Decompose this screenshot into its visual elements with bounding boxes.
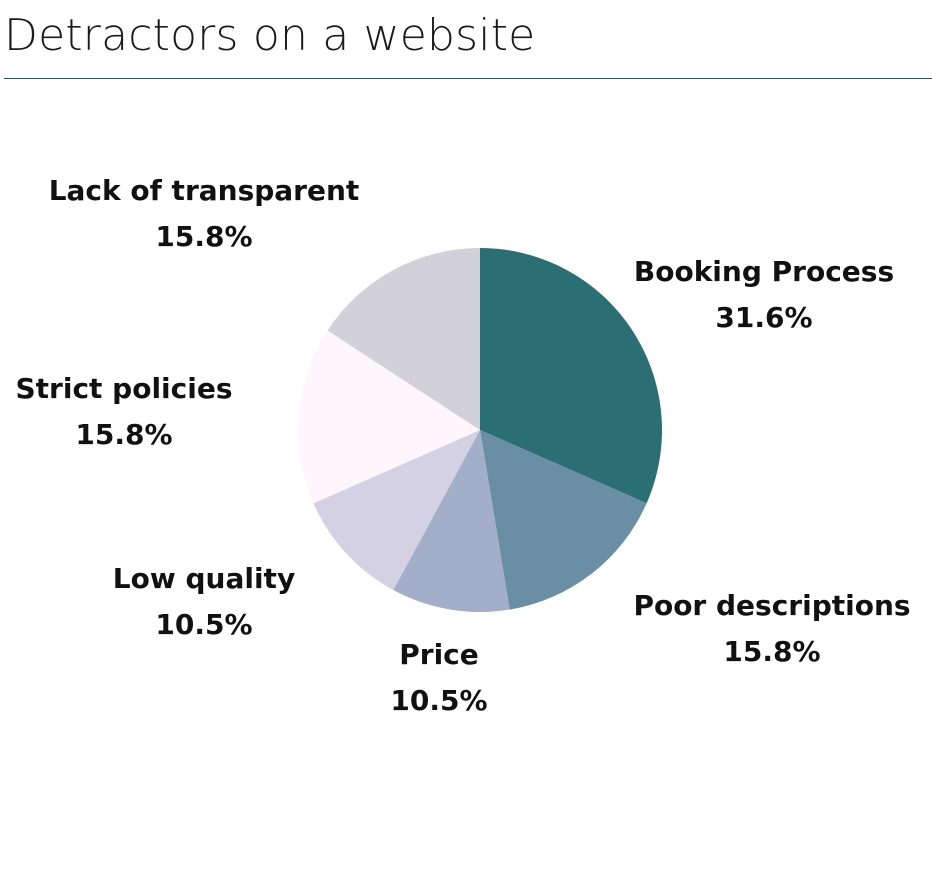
title-divider <box>4 78 932 79</box>
pie-slice-low-quality <box>313 430 480 591</box>
slice-value-poor-descriptions: 15.8% <box>723 635 820 668</box>
slice-label-strict-policies: Strict policies <box>15 372 232 405</box>
slice-value-low-quality: 10.5% <box>155 608 252 641</box>
pie-slice-booking-process <box>480 248 662 504</box>
slice-label-lack-of-transparent: Lack of transparent <box>49 174 360 207</box>
slice-label-booking-process: Booking Process <box>634 255 894 288</box>
page-title: Detractors on a website <box>4 10 536 61</box>
pie-labels: Booking Process 31.6% Poor descriptions 15.… <box>15 174 910 717</box>
pie-slice-strict-policies <box>298 330 480 504</box>
slice-value-price: 10.5% <box>390 684 487 717</box>
pie-slices <box>298 248 662 613</box>
slice-value-booking-process: 31.6% <box>715 301 812 334</box>
pie-slice-price <box>393 430 510 613</box>
pie-slice-poor-descriptions <box>480 430 647 610</box>
slice-label-price: Price <box>399 638 479 671</box>
slice-label-poor-descriptions: Poor descriptions <box>633 589 910 622</box>
slice-label-low-quality: Low quality <box>113 562 295 595</box>
pie-slice-lack-of-transparent <box>327 248 480 430</box>
slice-value-lack-of-transparent: 15.8% <box>155 220 252 253</box>
slice-value-strict-policies: 15.8% <box>75 418 172 451</box>
